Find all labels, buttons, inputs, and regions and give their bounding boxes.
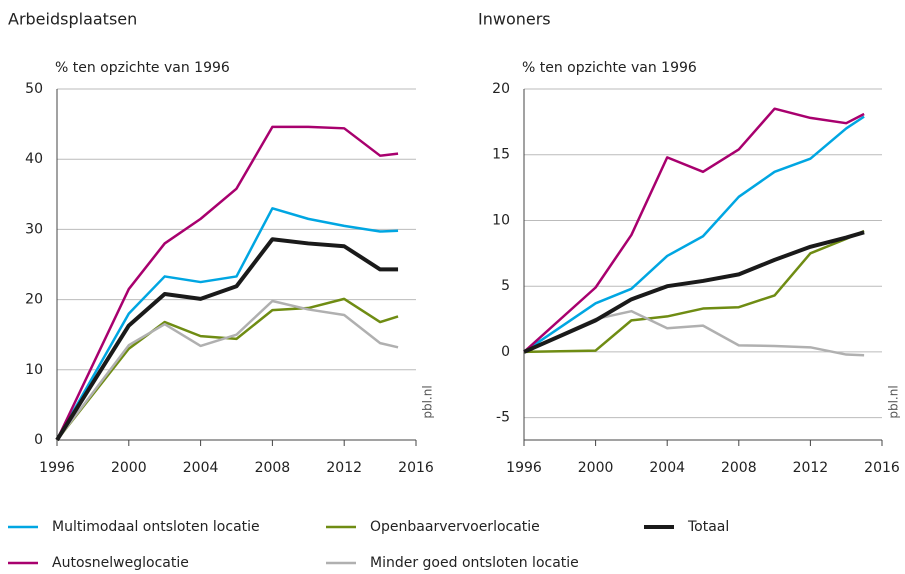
x-tick-label: 2004 [649,460,685,476]
series-line [55,237,399,442]
series-line [523,115,865,353]
y-axis-label: % ten opzichte van 1996 [522,60,697,76]
series-line [523,230,865,354]
legend-label: Minder goed ontsloten locatie [370,555,579,571]
legend-label: Openbaarvervoerlocatie [370,519,540,535]
x-tick-label: 2000 [578,460,614,476]
y-tick-label: 40 [25,151,43,167]
legend-label: Totaal [687,519,729,535]
chart-title: Inwoners [478,10,551,29]
y-tick-label: 10 [492,212,510,228]
x-tick-label: 2016 [398,460,434,476]
series-line [523,229,865,354]
x-tick-label: 2004 [183,460,219,476]
y-tick-label: 0 [501,344,510,360]
y-tick-label: 5 [501,278,510,294]
x-tick-label: 1996 [506,460,542,476]
series-line [523,309,865,357]
source: pbl.nl [887,385,901,418]
y-tick-label: 0 [34,432,43,448]
y-tick-label: 30 [25,221,43,237]
y-tick-label: -5 [496,410,510,426]
y-tick-label: 50 [25,81,43,97]
x-tick-label: 2016 [864,460,900,476]
x-tick-label: 2000 [111,460,147,476]
y-tick-label: 10 [25,362,43,378]
x-tick-label: 2012 [326,460,362,476]
y-tick-label: 20 [25,292,43,308]
series-line [56,299,399,441]
y-axis-label: % ten opzichte van 1996 [55,60,230,76]
y-tick-label: 15 [492,147,510,163]
series-line [55,125,399,441]
series-line [523,107,865,353]
legend-label: Autosnelweglocatie [52,555,189,571]
legend-label: Multimodaal ontsloten locatie [52,519,260,535]
x-tick-label: 2008 [721,460,757,476]
y-tick-label: 20 [492,81,510,97]
x-tick-label: 2012 [793,460,829,476]
x-tick-label: 2008 [255,460,291,476]
chart-title: Arbeidsplaatsen [8,10,137,29]
source: pbl.nl [421,385,435,418]
x-tick-label: 1996 [39,460,75,476]
series-line [55,207,399,441]
